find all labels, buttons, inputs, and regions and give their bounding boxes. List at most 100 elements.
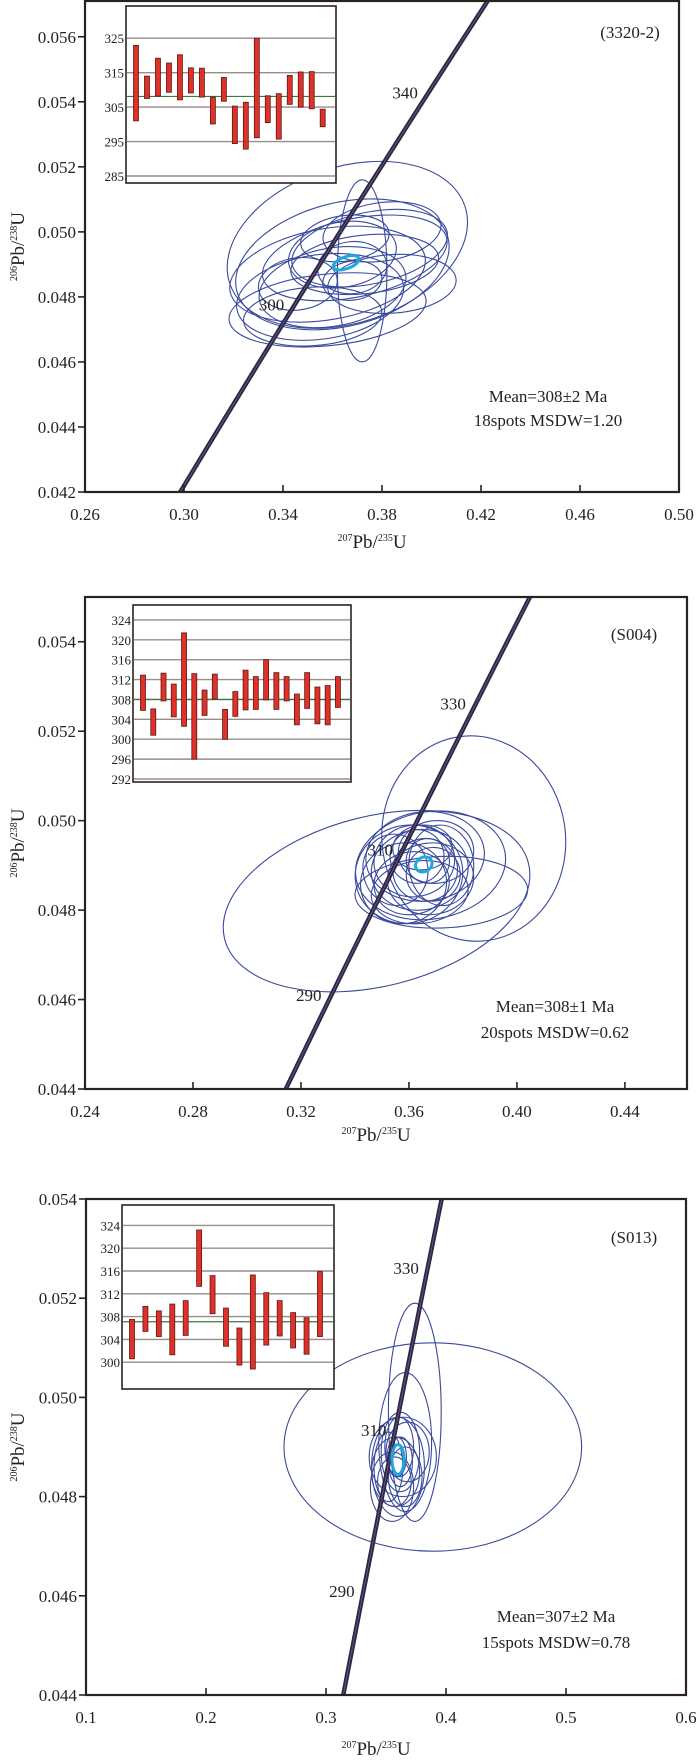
y-axis-label-part: U	[8, 212, 29, 226]
error-ellipse	[368, 1416, 437, 1498]
x-tick-label: 0.46	[565, 505, 595, 524]
y-axis-label-part: 206	[9, 1467, 20, 1482]
error-ellipse	[257, 257, 338, 311]
inset-age-bar	[196, 1229, 203, 1287]
stats-annotation: 20spots MSDW=0.62	[481, 1023, 629, 1042]
error-ellipse	[385, 1421, 430, 1483]
y-tick-label: 0.046	[38, 991, 76, 1010]
x-tick-label: 0.24	[70, 1102, 100, 1121]
y-tick-label: 0.044	[38, 1080, 77, 1099]
y-tick-label: 0.056	[38, 28, 76, 47]
y-tick-label: 0.046	[38, 353, 76, 372]
x-axis-label: 207Pb/235U	[337, 532, 406, 553]
inset-y-tick-label: 304	[101, 1332, 121, 1347]
y-tick-label: 0.044	[38, 418, 77, 437]
y-axis-label-part: Pb/	[8, 836, 29, 862]
y-tick-label: 0.052	[38, 722, 76, 741]
inset-age-bar	[335, 676, 341, 708]
inset-y-tick-label: 324	[101, 1218, 121, 1233]
error-ellipse	[392, 824, 453, 871]
error-ellipse	[222, 809, 531, 993]
inset-age-bar	[142, 1305, 149, 1332]
inset-y-tick-label: 304	[112, 712, 132, 727]
error-ellipse	[354, 855, 529, 929]
y-axis-label-part: 206	[9, 863, 20, 878]
error-ellipse	[373, 851, 450, 916]
sample-label: (3320-2)	[600, 23, 659, 42]
inset-age-bar	[223, 1307, 229, 1347]
inset-age-bar	[276, 1300, 283, 1337]
inset-age-bar	[140, 674, 146, 711]
x-axis-label-part: Pb/	[352, 532, 378, 553]
error-ellipse	[287, 220, 397, 289]
inset-y-tick-label: 296	[112, 752, 132, 767]
inset-age-bar	[232, 691, 239, 717]
inset-age-bar	[177, 54, 183, 101]
concordia-age-label: 340	[392, 84, 418, 103]
plot-area	[222, 597, 567, 1089]
inset-y-tick-label: 300	[112, 732, 132, 747]
inset-y-tick-label: 285	[105, 169, 125, 184]
inset-age-bar	[293, 693, 300, 726]
inset-age-bar	[209, 96, 216, 125]
inset-age-bar	[314, 686, 321, 725]
inset-age-bar	[209, 1275, 216, 1315]
y-tick-label: 0.048	[38, 901, 76, 920]
inset-age-bar	[264, 95, 271, 124]
inset-y-tick-label: 316	[112, 653, 132, 668]
plot-area	[177, 1, 491, 492]
inset-age-bar	[155, 57, 161, 97]
inset-age-bar	[303, 1317, 310, 1355]
concordia-curve-highlight	[342, 1199, 443, 1695]
error-ellipse	[322, 260, 383, 301]
error-ellipse	[242, 286, 383, 347]
y-axis-label-part: 238	[9, 226, 20, 241]
inset-y-tick-label: 324	[112, 613, 132, 628]
inset-age-bar	[155, 1310, 162, 1337]
stats-annotation: Mean=308±2 Ma	[489, 387, 608, 406]
inset-y-tick-label: 320	[101, 1241, 121, 1256]
inset-age-bar	[166, 62, 172, 93]
inset-age-bar	[182, 1300, 189, 1336]
x-axis-label-part: Pb/	[356, 1125, 382, 1146]
error-ellipse	[300, 214, 390, 263]
inset-y-tick-label: 320	[112, 633, 132, 648]
y-tick-label: 0.050	[38, 812, 76, 831]
y-axis-label-part: 238	[9, 822, 20, 837]
error-ellipse	[362, 833, 429, 907]
x-tick-label: 0.4	[435, 1708, 457, 1727]
stats-annotation: 18spots MSDW=1.20	[474, 411, 622, 430]
stats-annotation: Mean=307±2 Ma	[497, 1607, 616, 1626]
concordia-curve-highlight	[285, 597, 531, 1089]
concordia-age-label: 300	[259, 296, 285, 315]
inset-age-chart: 292 296 300 304 308 312 316 320 324	[112, 604, 352, 787]
error-ellipse	[258, 246, 407, 329]
inset-y-tick-label: 305	[105, 100, 125, 115]
inset-age-bar	[236, 1327, 243, 1366]
y-tick-label: 0.050	[39, 1388, 77, 1407]
x-tick-label: 0.3	[315, 1708, 336, 1727]
y-axis-label-part: 206	[9, 266, 20, 281]
x-tick-label: 0.40	[502, 1102, 532, 1121]
x-axis-label-part: U	[397, 1125, 411, 1146]
inset-frame	[121, 1204, 335, 1390]
chart-panel-2: 290 310 330 0.24 0.28 0.32 0.36 0.40 0.44 0.044 0.…	[8, 595, 689, 1146]
inset-age-bar	[144, 75, 150, 99]
plot-area	[283, 1199, 583, 1695]
inset-age-bar	[252, 676, 259, 710]
x-axis-label-part: 235	[382, 1740, 397, 1751]
y-tick-label: 0.048	[38, 288, 76, 307]
concordia-age-label: 330	[440, 695, 466, 714]
sample-label: (S004)	[611, 625, 657, 644]
inset-age-bar	[160, 672, 167, 702]
x-axis-label-part: 235	[378, 533, 393, 544]
x-tick-label: 0.6	[675, 1708, 696, 1727]
inset-age-bar	[253, 37, 260, 139]
y-tick-label: 0.050	[38, 223, 76, 242]
error-ellipse	[290, 233, 440, 296]
y-tick-label: 0.052	[39, 1289, 77, 1308]
inset-age-bar	[150, 708, 157, 736]
error-ellipse	[228, 272, 427, 348]
inset-y-tick-label: 292	[112, 772, 132, 787]
